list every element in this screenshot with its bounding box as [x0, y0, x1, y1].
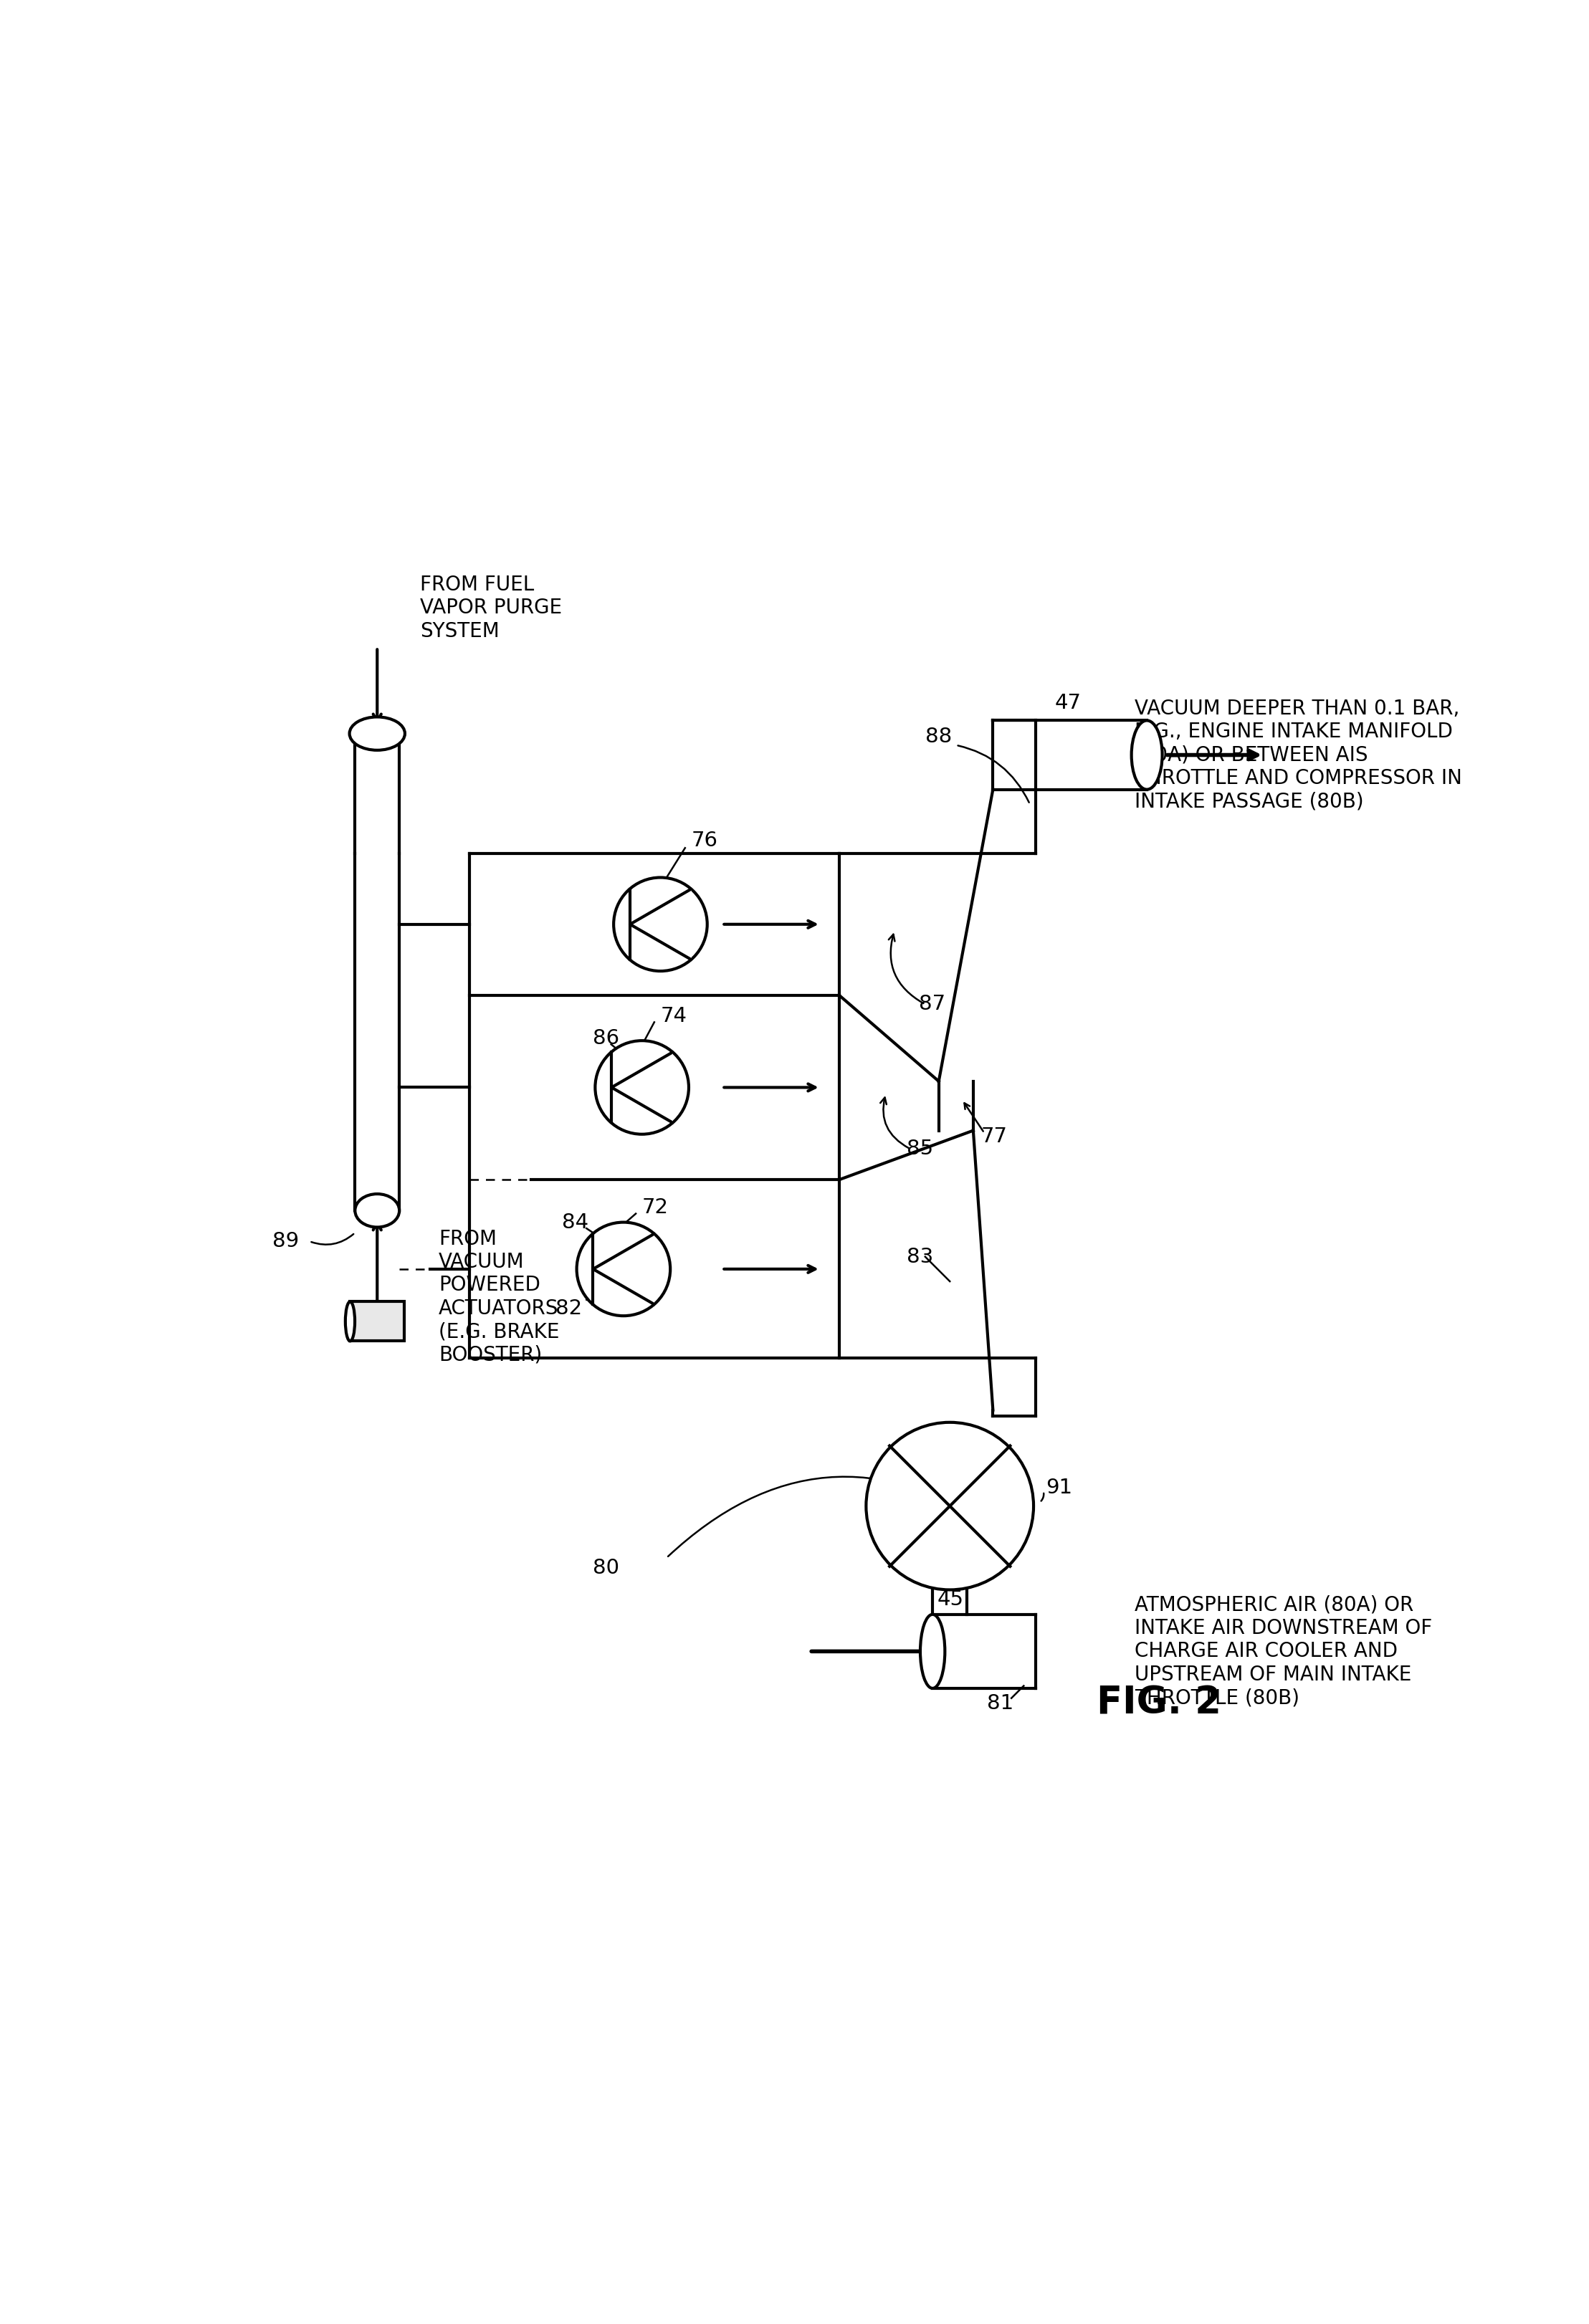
- Text: 86: 86: [593, 1027, 620, 1048]
- Text: 74: 74: [661, 1006, 686, 1027]
- Text: FIG. 2: FIG. 2: [1096, 1685, 1222, 1722]
- Text: 45: 45: [938, 1590, 965, 1611]
- Polygon shape: [593, 1234, 655, 1304]
- Text: 80: 80: [593, 1557, 620, 1578]
- Text: 84: 84: [563, 1213, 588, 1232]
- Text: 47: 47: [1055, 693, 1081, 713]
- Text: 83: 83: [907, 1246, 933, 1267]
- Text: FROM
VACUUM
POWERED
ACTUATORS
(E.G. BRAKE
BOOSTER): FROM VACUUM POWERED ACTUATORS (E.G. BRAK…: [439, 1229, 559, 1364]
- Ellipse shape: [345, 1301, 354, 1341]
- Polygon shape: [629, 890, 691, 960]
- Text: 88: 88: [925, 727, 952, 746]
- Ellipse shape: [354, 1195, 399, 1227]
- Text: 72: 72: [642, 1197, 669, 1218]
- Circle shape: [577, 1222, 671, 1315]
- Text: FROM FUEL
VAPOR PURGE
SYSTEM: FROM FUEL VAPOR PURGE SYSTEM: [419, 574, 563, 641]
- Ellipse shape: [350, 716, 405, 751]
- Text: 82: 82: [556, 1299, 582, 1318]
- Text: 87: 87: [918, 995, 945, 1013]
- Text: ATMOSPHERIC AIR (80A) OR
INTAKE AIR DOWNSTREAM OF
CHARGE AIR COOLER AND
UPSTREAM: ATMOSPHERIC AIR (80A) OR INTAKE AIR DOWN…: [1135, 1594, 1432, 1708]
- FancyBboxPatch shape: [350, 1301, 404, 1341]
- Text: 77: 77: [980, 1127, 1007, 1146]
- Polygon shape: [612, 1053, 672, 1122]
- Ellipse shape: [920, 1615, 945, 1687]
- Text: 81: 81: [987, 1694, 1014, 1713]
- Ellipse shape: [1131, 720, 1162, 790]
- Circle shape: [866, 1422, 1033, 1590]
- Text: 76: 76: [691, 830, 718, 851]
- Text: 91: 91: [1046, 1478, 1073, 1497]
- Circle shape: [613, 878, 707, 971]
- Text: 85: 85: [907, 1139, 933, 1160]
- Text: 89: 89: [273, 1232, 299, 1250]
- Circle shape: [596, 1041, 688, 1134]
- Text: VACUUM DEEPER THAN 0.1 BAR,
E.G., ENGINE INTAKE MANIFOLD
(80A) OR BETWEEN AIS
TH: VACUUM DEEPER THAN 0.1 BAR, E.G., ENGINE…: [1135, 700, 1462, 811]
